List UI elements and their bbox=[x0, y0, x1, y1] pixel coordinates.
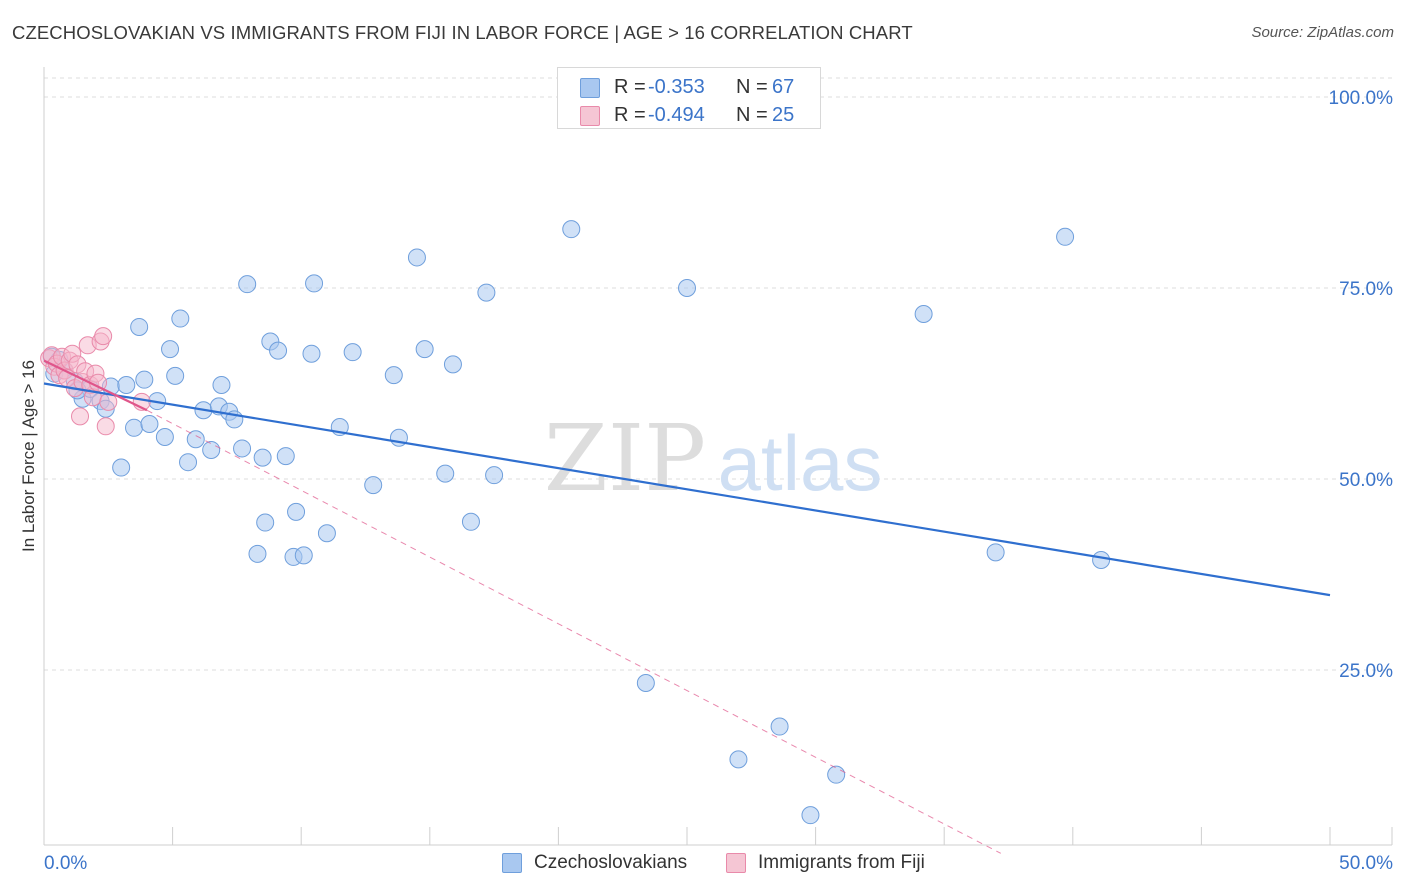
watermark-atlas: atlas bbox=[718, 419, 883, 507]
data-point-czechoslovakians bbox=[305, 274, 324, 293]
data-point-czechoslovakians bbox=[562, 220, 581, 239]
data-point-czechoslovakians bbox=[171, 309, 190, 328]
data-point-czechoslovakians bbox=[179, 453, 198, 472]
data-point-czechoslovakians bbox=[256, 513, 275, 532]
data-point-czechoslovakians bbox=[248, 544, 267, 563]
watermark: ZIP atlas bbox=[544, 405, 882, 512]
data-point-czechoslovakians bbox=[384, 366, 403, 385]
data-point-fiji bbox=[71, 407, 90, 426]
data-point-czechoslovakians bbox=[1092, 550, 1111, 569]
data-point-czechoslovakians bbox=[636, 673, 655, 692]
data-point-czechoslovakians bbox=[130, 317, 149, 336]
correlation-legend: R = -0.353 N = 67 R = -0.494 N = 25 bbox=[557, 67, 821, 129]
data-point-czechoslovakians bbox=[436, 464, 455, 483]
data-point-czechoslovakians bbox=[317, 524, 336, 543]
data-point-czechoslovakians bbox=[477, 283, 496, 302]
data-point-czechoslovakians bbox=[461, 512, 480, 531]
source-credit: Source: ZipAtlas.com bbox=[1251, 24, 1394, 41]
data-point-czechoslovakians bbox=[1056, 227, 1075, 246]
data-point-czechoslovakians bbox=[125, 418, 144, 437]
pink-swatch-icon bbox=[726, 853, 746, 873]
data-point-czechoslovakians bbox=[407, 248, 426, 267]
data-point-czechoslovakians bbox=[294, 546, 313, 565]
data-point-czechoslovakians bbox=[161, 340, 180, 359]
data-point-czechoslovakians bbox=[770, 717, 789, 736]
grid-lines bbox=[44, 77, 1392, 671]
data-point-czechoslovakians bbox=[233, 439, 252, 458]
data-point-czechoslovakians bbox=[485, 466, 504, 485]
data-point-czechoslovakians bbox=[238, 275, 257, 294]
data-point-czechoslovakians bbox=[212, 376, 231, 395]
y-tick-label: 50.0% bbox=[1339, 470, 1393, 491]
data-point-czechoslovakians bbox=[827, 765, 846, 784]
series-legend: Czechoslovakians Immigrants from Fiji bbox=[0, 851, 1406, 877]
y-axis-title: In Labor Force | Age > 16 bbox=[19, 360, 38, 552]
pink-swatch-icon bbox=[580, 106, 600, 126]
data-point-czechoslovakians bbox=[269, 341, 288, 360]
data-point-czechoslovakians bbox=[364, 476, 383, 495]
n-value: 25 bbox=[772, 104, 795, 126]
chart-title: CZECHOSLOVAKIAN VS IMMIGRANTS FROM FIJI … bbox=[12, 22, 913, 43]
data-point-czechoslovakians bbox=[166, 366, 185, 385]
data-point-czechoslovakians bbox=[117, 376, 136, 395]
data-point-czechoslovakians bbox=[155, 427, 174, 446]
data-point-czechoslovakians bbox=[443, 355, 462, 374]
r-label: R = bbox=[614, 104, 646, 126]
r-value: -0.353 bbox=[648, 76, 705, 98]
data-point-czechoslovakians bbox=[678, 279, 696, 297]
data-point-fiji bbox=[96, 417, 115, 436]
r-value: -0.494 bbox=[648, 104, 705, 126]
x-tick-label: 50.0% bbox=[1339, 853, 1393, 874]
data-point-czechoslovakians bbox=[140, 414, 159, 433]
data-point-czechoslovakians bbox=[135, 370, 154, 389]
watermark-zip: ZIP bbox=[544, 405, 706, 512]
data-point-czechoslovakians bbox=[253, 448, 272, 467]
data-point-czechoslovakians bbox=[986, 543, 1005, 562]
series-fiji bbox=[40, 327, 151, 436]
n-value: 67 bbox=[772, 76, 795, 98]
y-tick-label: 100.0% bbox=[1329, 88, 1394, 109]
legend-label: Czechoslovakians bbox=[534, 852, 688, 873]
data-point-czechoslovakians bbox=[186, 430, 205, 449]
x-tick-label: 0.0% bbox=[44, 853, 87, 874]
data-point-czechoslovakians bbox=[801, 806, 820, 825]
data-point-czechoslovakians bbox=[112, 458, 131, 477]
trend-line-czechoslovakians bbox=[43, 382, 1331, 597]
data-point-czechoslovakians bbox=[287, 502, 306, 521]
series-czechoslovakians bbox=[42, 220, 1111, 825]
trend-lines bbox=[43, 359, 1331, 854]
y-tick-label: 25.0% bbox=[1339, 661, 1393, 682]
r-label: R = bbox=[614, 76, 646, 98]
trend-line-fiji bbox=[43, 359, 148, 412]
data-point-czechoslovakians bbox=[302, 344, 321, 363]
n-label: N = bbox=[736, 76, 768, 98]
data-point-czechoslovakians bbox=[415, 340, 434, 359]
data-point-czechoslovakians bbox=[729, 750, 748, 769]
data-point-czechoslovakians bbox=[276, 447, 295, 466]
n-label: N = bbox=[736, 104, 768, 126]
axis-labels: 25.0% 50.0% 75.0% 100.0% 0.0% 50.0% In Labor F… bbox=[19, 88, 1393, 874]
data-point-czechoslovakians bbox=[202, 440, 221, 459]
data-point-czechoslovakians bbox=[914, 304, 933, 323]
data-point-fiji bbox=[94, 327, 113, 346]
data-point-czechoslovakians bbox=[343, 343, 362, 362]
legend-label: Immigrants from Fiji bbox=[758, 852, 925, 873]
axes bbox=[43, 67, 1393, 846]
blue-swatch-icon bbox=[502, 853, 522, 873]
blue-swatch-icon bbox=[580, 78, 600, 98]
y-tick-label: 75.0% bbox=[1339, 279, 1393, 300]
